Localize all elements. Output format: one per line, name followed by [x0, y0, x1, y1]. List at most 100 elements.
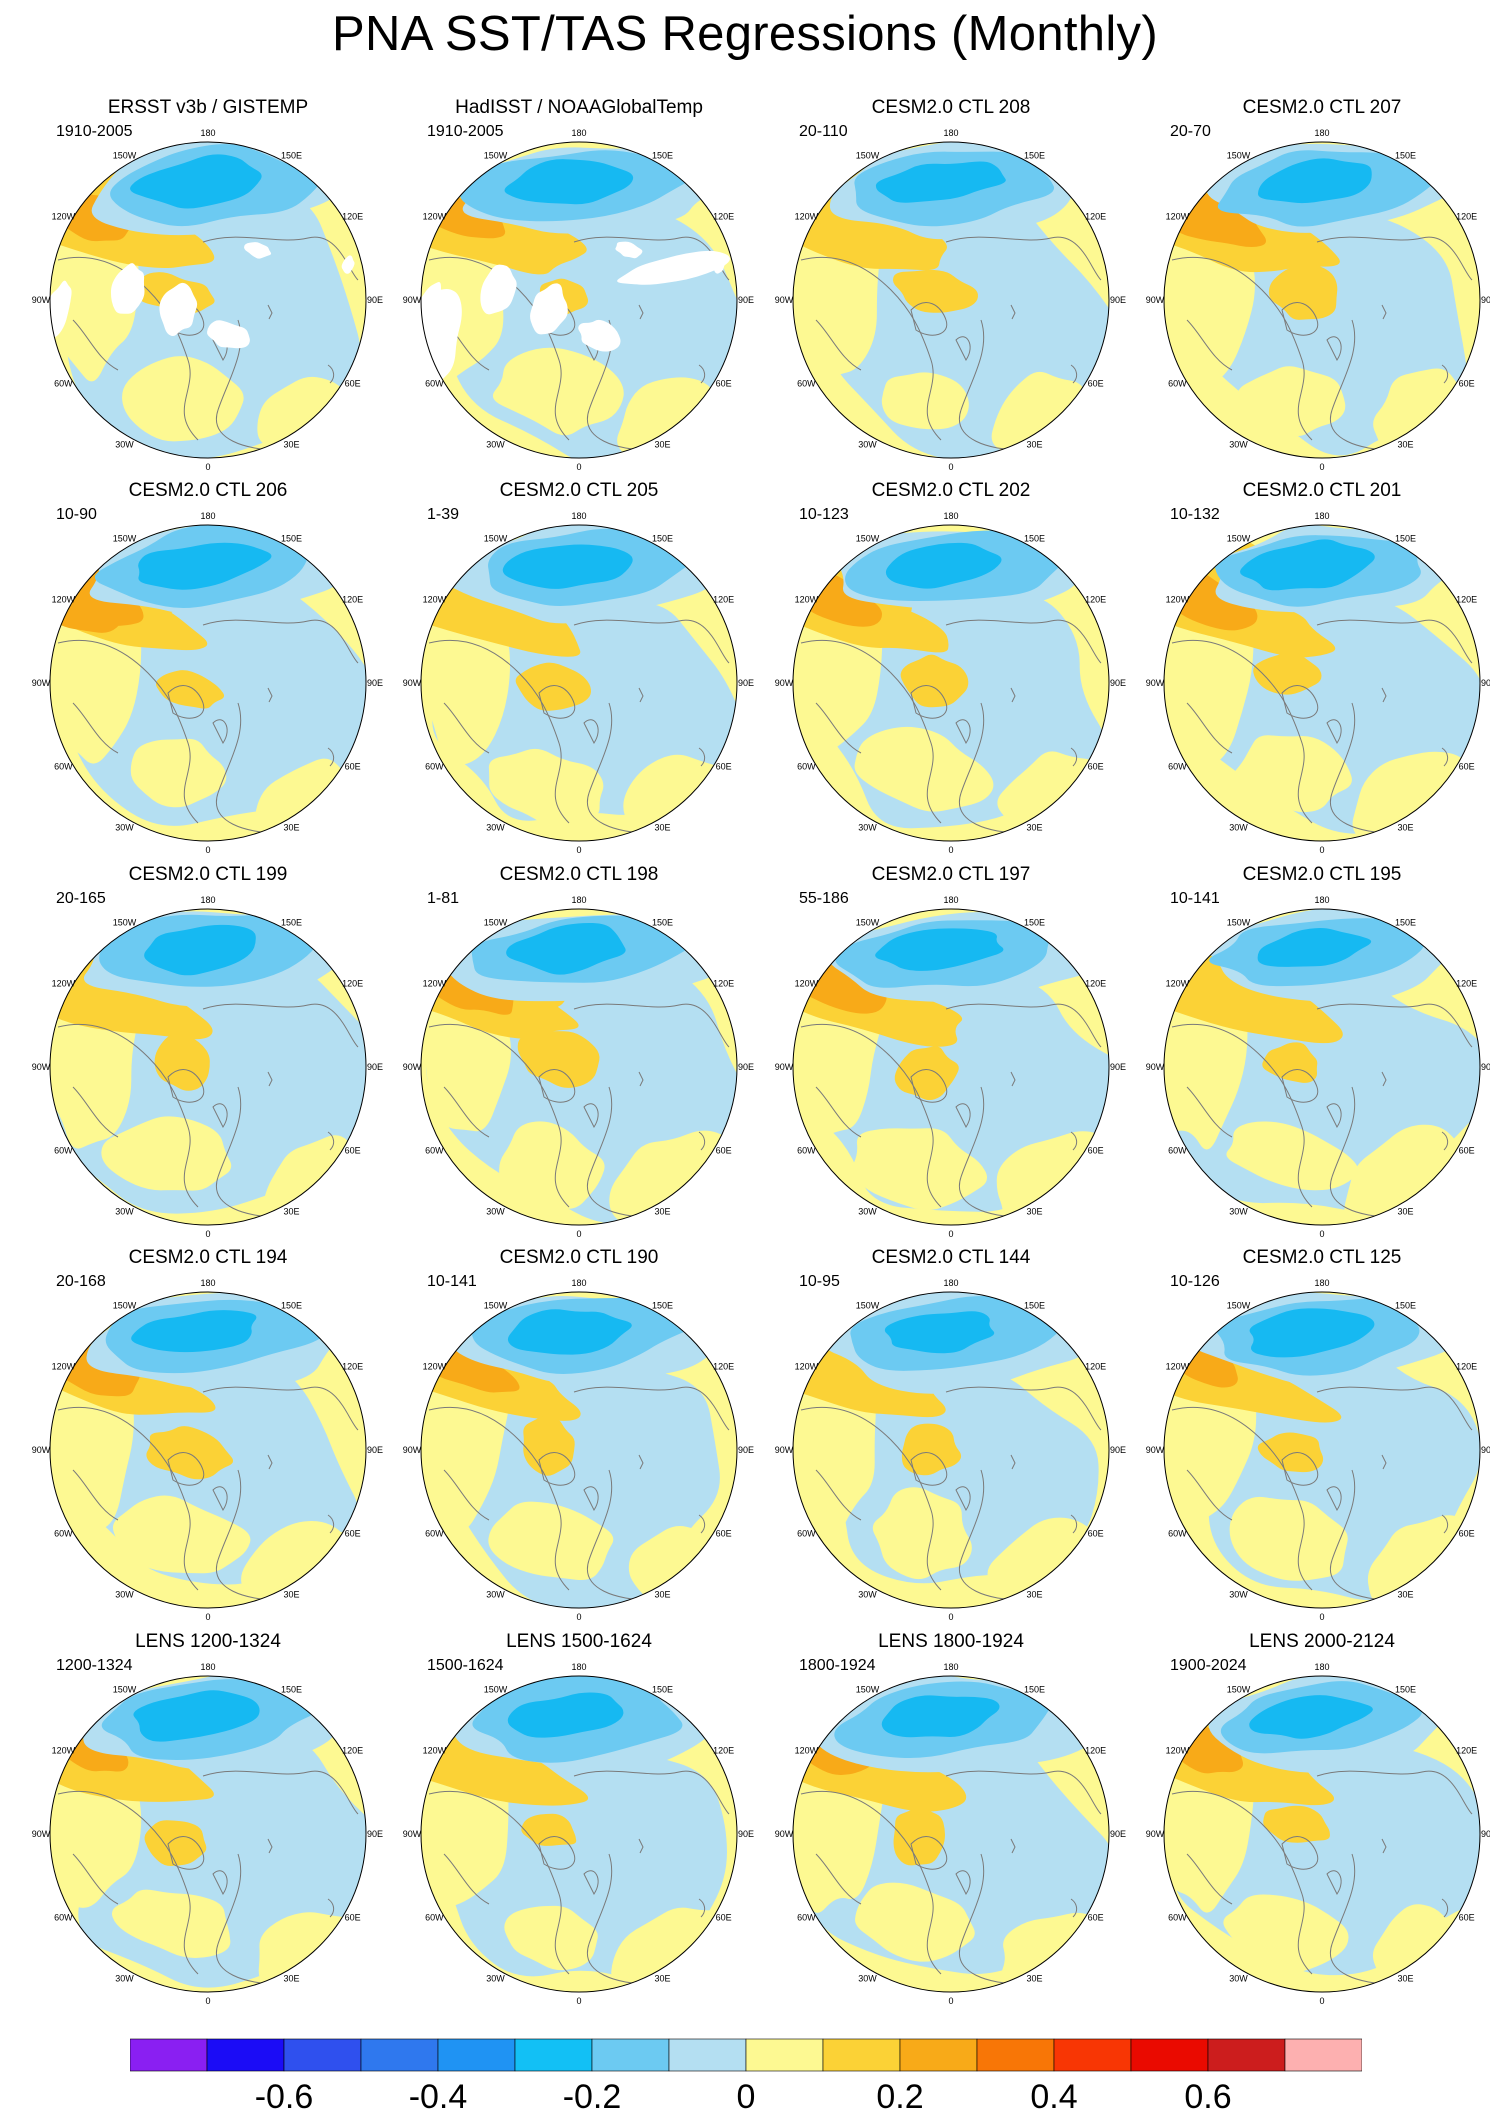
coastline — [910, 302, 948, 336]
colorbar-cell — [745, 2038, 824, 2072]
longitude-label: 30E — [1026, 440, 1042, 450]
contour-field — [50, 525, 366, 841]
weak-positive-region — [101, 1116, 232, 1191]
coastline — [212, 1486, 228, 1511]
positive-anomaly-region — [892, 269, 978, 313]
coastline — [910, 1836, 948, 1870]
longitude-label: 30E — [1397, 1590, 1413, 1600]
longitude-label: 0 — [1319, 1612, 1324, 1622]
longitude-label: 90E — [738, 295, 754, 305]
longitude-label: 120W — [423, 1746, 447, 1756]
longitude-label: 0 — [948, 845, 953, 855]
colorbar-cell — [1284, 2038, 1362, 2072]
contour-field — [421, 142, 737, 458]
coastline — [202, 619, 359, 664]
longitude-label: 150W — [856, 1684, 880, 1694]
coastline — [1186, 1853, 1233, 1905]
longitude-label: 30E — [1026, 1974, 1042, 1984]
coastline — [638, 687, 644, 703]
longitude-label: 0 — [948, 1229, 953, 1239]
map-panel: CESM2.0 CTL 198 1-81 180 150E 120E 90E 60E 30E 0… — [393, 864, 765, 1244]
longitude-label: 60W — [54, 1913, 73, 1923]
panel-title: CESM2.0 CTL 197 — [871, 864, 1031, 885]
polar-map: 180 150E 120E 90E 60E 30E 0 30W 60W 90W 120W 150W — [1146, 1278, 1490, 1622]
longitude-label: 30W — [115, 1590, 134, 1600]
panel-period: 10-126 — [1170, 1273, 1220, 1290]
positive-anomaly-region — [893, 1807, 945, 1866]
longitude-label: 180 — [571, 895, 586, 905]
coastline — [443, 702, 490, 754]
coastline — [1070, 1514, 1078, 1534]
coastline — [202, 1770, 359, 1815]
colorbar-tick-label: -0.2 — [563, 2078, 622, 2111]
longitude-label: 60E — [1088, 379, 1104, 389]
longitude-label: 180 — [571, 128, 586, 138]
polar-map: 180 150E 120E 90E 60E 30E 0 30W 60W 90W 120W 150W — [32, 511, 383, 855]
coastline — [638, 1071, 644, 1087]
coastline — [1281, 1069, 1319, 1103]
longitude-label: 90E — [1481, 295, 1490, 305]
longitude-label: 60E — [716, 762, 732, 772]
weak-positive-region — [881, 372, 969, 430]
colorbar-cell — [899, 2038, 978, 2072]
longitude-label: 30E — [283, 823, 299, 833]
coastline — [638, 1454, 644, 1470]
coastline — [1281, 685, 1319, 719]
coastline — [1316, 1386, 1473, 1431]
longitude-label: 180 — [943, 1662, 958, 1672]
longitude-label: 0 — [948, 462, 953, 472]
coastlines — [428, 1003, 730, 1218]
weak-positive-region — [1232, 735, 1352, 813]
coastline — [1441, 1131, 1449, 1151]
panel-title: ERSST v3b / GISTEMP — [107, 97, 309, 118]
strong-negative-core — [138, 542, 272, 590]
longitude-label: 90E — [1110, 1062, 1126, 1072]
coastline — [72, 319, 119, 371]
longitude-label: 120E — [1085, 1362, 1106, 1372]
longitude-label: 120E — [1085, 212, 1106, 222]
longitude-label: 150E — [1024, 533, 1045, 543]
panel-period: 1910-2005 — [56, 123, 133, 140]
positive-anomaly-region — [900, 654, 969, 708]
longitude-label: 150W — [856, 917, 880, 927]
coastline — [958, 1469, 1022, 1601]
contour-field — [421, 1292, 737, 1608]
coastline — [1070, 1131, 1078, 1151]
longitude-label: 150W — [1227, 533, 1251, 543]
longitude-label: 120W — [52, 979, 76, 989]
map-boundary — [420, 524, 738, 842]
longitude-label: 0 — [948, 1996, 953, 2006]
longitude-label: 90E — [738, 678, 754, 688]
longitude-label: 150W — [1227, 917, 1251, 927]
contour-field — [793, 142, 1109, 458]
longitude-label: 90E — [1481, 1062, 1490, 1072]
coastline — [167, 1452, 205, 1486]
strong-negative-core — [507, 1309, 632, 1355]
longitude-label: 30E — [1397, 1974, 1413, 1984]
coastline — [428, 1406, 570, 1591]
coastline — [958, 702, 1022, 834]
map-boundary — [1163, 524, 1481, 842]
strong-negative-core — [885, 542, 1002, 589]
longitude-label: 60E — [1088, 1146, 1104, 1156]
longitude-label: 120W — [1166, 979, 1190, 989]
longitude-label: 90E — [738, 1062, 754, 1072]
longitude-label: 60W — [1168, 379, 1187, 389]
coastline — [327, 1898, 335, 1918]
coastline — [72, 1853, 119, 1905]
longitude-label: 0 — [948, 1612, 953, 1622]
coastline — [443, 1469, 490, 1521]
longitude-label: 120W — [1166, 1746, 1190, 1756]
map-boundary — [792, 1675, 1110, 1993]
coastline — [202, 1003, 359, 1048]
longitude-label: 90W — [1146, 1829, 1165, 1839]
map-panel: CESM2.0 CTL 205 1-39 180 150E 120E 90E 60E 30E 0… — [393, 480, 765, 860]
longitude-label: 30W — [115, 1974, 134, 1984]
map-panel: LENS 1500-1624 1500-1624 180 150E 120E 90E 60E… — [393, 1631, 765, 2011]
coastline — [955, 336, 971, 361]
longitude-label: 90E — [1110, 1829, 1126, 1839]
panel-title: CESM2.0 CTL 205 — [499, 480, 659, 501]
map-boundary — [1163, 1291, 1481, 1609]
coastline — [1010, 304, 1016, 320]
weak-positive-region — [111, 1889, 231, 1958]
